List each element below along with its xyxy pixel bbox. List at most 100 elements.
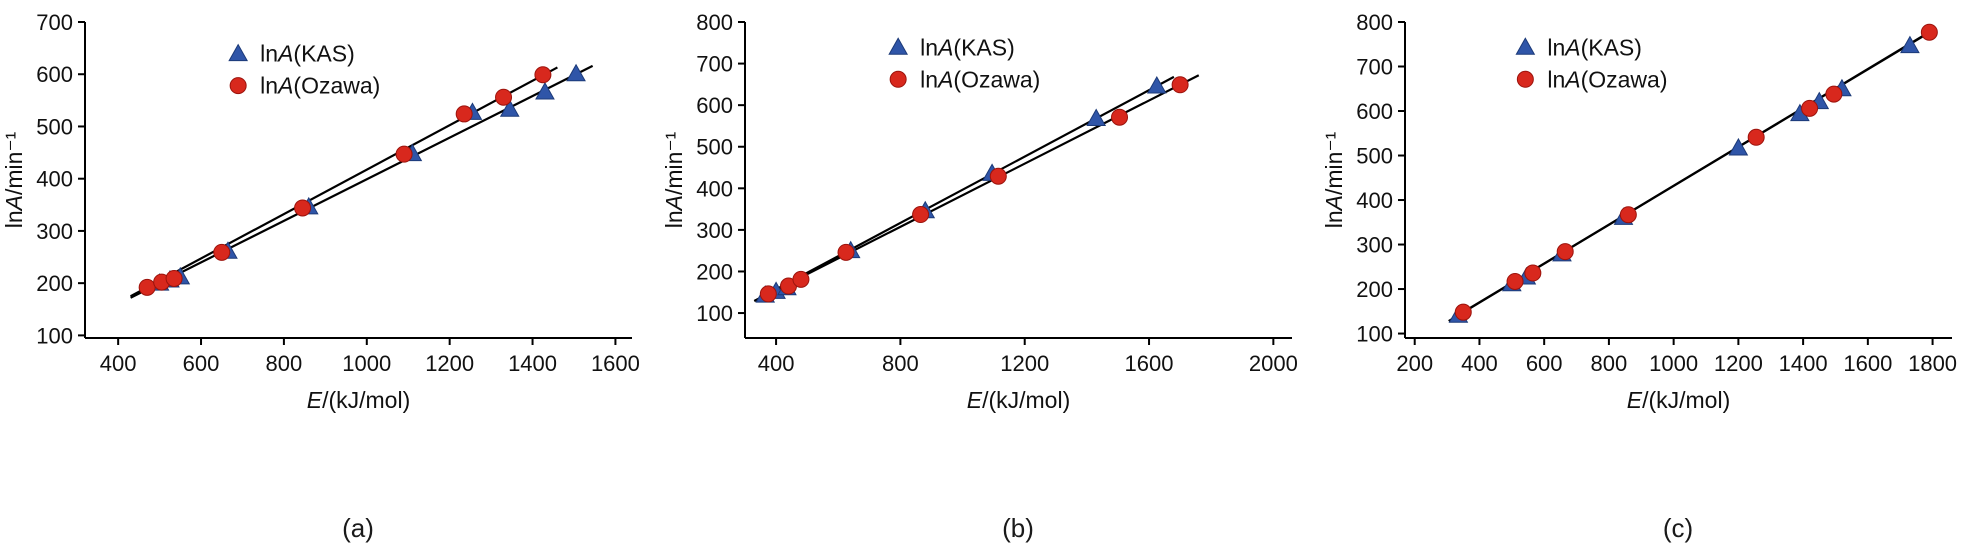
- y-tick-label: 700: [696, 52, 733, 77]
- fit-line: [130, 66, 558, 298]
- legend-label: lnA(Ozawa): [1547, 66, 1667, 92]
- ozawa-marker: [837, 243, 855, 261]
- fit-line: [753, 75, 1175, 302]
- ozawa-marker: [213, 243, 231, 261]
- panel-c-caption: (c): [1662, 513, 1694, 543]
- legend-kas-marker: [228, 43, 249, 62]
- x-tick-label: 600: [183, 351, 220, 376]
- legend-kas-marker: [888, 37, 909, 55]
- fit-line: [753, 74, 1200, 302]
- x-tick-label: 1400: [508, 351, 557, 376]
- y-tick-label: 400: [696, 176, 733, 201]
- chart-a-canvas: 400 600 800 1000 1200 1400 1600 100 200 300 400 500…: [1, 10, 640, 413]
- ozawa-marker: [138, 278, 156, 296]
- y-axis-label: lnA/min⁻¹: [1321, 131, 1347, 228]
- legend-label: lnA(Ozawa): [260, 73, 380, 99]
- y-tick-label: 200: [36, 271, 73, 296]
- ozawa-marker: [534, 66, 552, 84]
- x-axis-label: E/(kJ/mol): [307, 387, 411, 413]
- y-tick-label: 700: [36, 10, 73, 35]
- legend-label: lnA(KAS): [920, 34, 1015, 60]
- panel-b-caption: (b): [1002, 513, 1034, 543]
- chart-b-canvas: 400 800 1200 1600 2000 100 200 300 400 500 600 700 8…: [661, 10, 1298, 413]
- x-tick-label: 1800: [1908, 351, 1957, 376]
- ozawa-marker: [294, 199, 312, 217]
- y-tick-label: 400: [36, 167, 73, 192]
- ozawa-marker: [759, 285, 777, 303]
- ozawa-marker: [792, 270, 810, 288]
- y-tick-label: 200: [696, 259, 733, 284]
- kas-marker: [1086, 108, 1107, 126]
- y-tick-label: 800: [696, 10, 733, 35]
- legend-ozawa-marker: [889, 70, 907, 88]
- x-tick-label: 200: [1396, 351, 1433, 376]
- ozawa-marker: [989, 167, 1007, 185]
- kas-marker: [566, 63, 586, 82]
- x-tick-label: 800: [882, 351, 919, 376]
- ozawa-marker: [1619, 206, 1637, 224]
- x-tick-label: 2000: [1249, 351, 1298, 376]
- ozawa-marker: [1801, 99, 1819, 117]
- x-axis-label: E/(kJ/mol): [1627, 387, 1731, 413]
- y-tick-label: 300: [696, 218, 733, 243]
- panel-a-caption: (a): [342, 513, 374, 543]
- y-tick-label: 600: [36, 62, 73, 87]
- legend-ozawa-marker: [229, 77, 247, 95]
- x-tick-label: 1200: [1714, 351, 1763, 376]
- x-tick-label: 400: [100, 351, 137, 376]
- y-tick-label: 400: [1356, 188, 1393, 213]
- ozawa-marker: [1454, 303, 1472, 321]
- x-axis-label: E/(kJ/mol): [967, 387, 1071, 413]
- y-tick-label: 700: [1356, 55, 1393, 80]
- y-axis-label: lnA/min⁻¹: [1, 131, 27, 228]
- panel-a: 400 600 800 1000 1200 1400 1600 100 200 300 400 500…: [0, 0, 660, 559]
- ozawa-marker: [1111, 108, 1129, 126]
- legend-ozawa-marker: [1516, 70, 1534, 88]
- x-tick-label: 600: [1526, 351, 1563, 376]
- kas-marker: [1900, 35, 1920, 54]
- y-tick-label: 800: [1356, 10, 1393, 35]
- y-tick-label: 500: [696, 135, 733, 160]
- legend-label: lnA(KAS): [260, 41, 355, 67]
- x-tick-label: 1000: [1649, 351, 1698, 376]
- ozawa-marker: [1524, 264, 1542, 282]
- y-tick-label: 300: [36, 219, 73, 244]
- ozawa-marker: [1556, 243, 1574, 261]
- x-tick-label: 1200: [1000, 351, 1049, 376]
- y-axis-label: lnA/min⁻¹: [661, 131, 687, 228]
- chart-c-canvas: 200 400 600 800 1000 1200 1400 1600 180010020030…: [1321, 10, 1957, 413]
- x-tick-label: 400: [1461, 351, 1498, 376]
- ozawa-marker: [912, 206, 930, 224]
- kas-marker: [499, 99, 520, 117]
- x-tick-label: 1600: [1125, 351, 1174, 376]
- x-tick-label: 1600: [591, 351, 640, 376]
- ozawa-marker: [165, 269, 183, 287]
- ozawa-marker: [455, 105, 473, 123]
- ozawa-marker: [1825, 85, 1843, 103]
- y-tick-label: 500: [1356, 144, 1393, 169]
- x-tick-label: 1400: [1779, 351, 1828, 376]
- x-tick-label: 1600: [1843, 351, 1892, 376]
- ozawa-marker: [1747, 128, 1765, 146]
- x-tick-label: 1200: [425, 351, 474, 376]
- legend-kas-marker: [1515, 37, 1536, 55]
- y-tick-label: 600: [696, 93, 733, 118]
- kas-marker: [1728, 137, 1749, 156]
- ozawa-marker: [1506, 272, 1524, 290]
- x-tick-label: 800: [266, 351, 303, 376]
- y-tick-label: 200: [1356, 277, 1393, 302]
- panel-c: 200 400 600 800 1000 1200 1400 1600 1800 100 200 30…: [1320, 0, 1980, 559]
- y-tick-label: 100: [36, 323, 73, 348]
- y-tick-label: 300: [1356, 233, 1393, 258]
- panel-b: 400 800 1200 1600 2000 100 200 300 400 500 600 700 8…: [660, 0, 1320, 559]
- ozawa-marker: [1920, 23, 1938, 41]
- x-tick-label: 400: [758, 351, 795, 376]
- legend-label: lnA(Ozawa): [920, 66, 1040, 92]
- y-tick-label: 100: [1356, 322, 1393, 347]
- x-tick-label: 1000: [342, 351, 391, 376]
- y-tick-label: 600: [1356, 99, 1393, 124]
- kas-marker: [535, 81, 555, 100]
- legend-label: lnA(KAS): [1547, 34, 1642, 60]
- ozawa-marker: [1171, 76, 1189, 94]
